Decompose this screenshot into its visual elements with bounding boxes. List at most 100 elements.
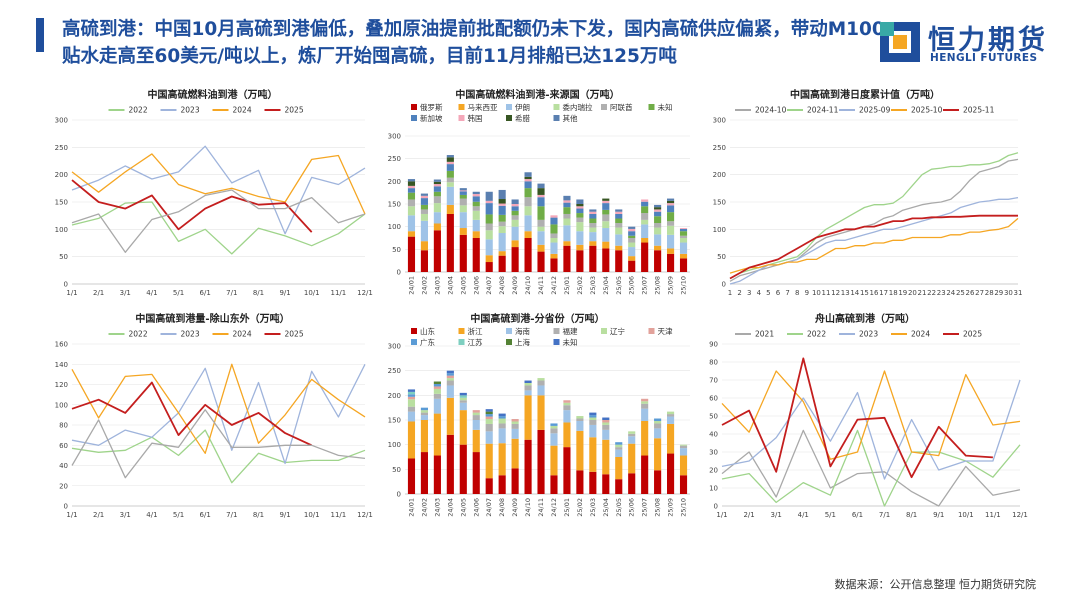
x-tick-label: 25/09 xyxy=(667,498,675,517)
bar-天津-25-04 xyxy=(602,420,610,423)
x-tick-label: 7 xyxy=(785,289,789,297)
y-tick-label: 100 xyxy=(388,441,401,449)
bar-希腊-24-01 xyxy=(407,181,416,186)
bar-伊朗-24-07 xyxy=(485,239,493,256)
bar-广东-24-03 xyxy=(433,383,441,387)
bar-新加坡-25-07 xyxy=(641,201,649,207)
bar-委内瑞拉-25-08 xyxy=(654,227,662,235)
bar-海南-24-04 xyxy=(446,385,454,398)
bar-韩国-24-02 xyxy=(420,195,428,199)
bar-俄罗斯-25-06 xyxy=(628,260,636,272)
bar-俄罗斯-24-02 xyxy=(420,250,428,272)
legend-label: 2024 xyxy=(233,330,252,339)
x-tick-label: 16 xyxy=(870,289,879,297)
legend-label: 伊朗 xyxy=(515,102,530,112)
bar-天津-24-01 xyxy=(407,396,416,400)
legend-swatch xyxy=(506,104,512,110)
series-line-2022 xyxy=(71,201,366,255)
bar-福建-24-08 xyxy=(498,423,506,429)
bar-其他-24-08 xyxy=(498,189,506,200)
legend-item-2024: 2024 xyxy=(212,106,252,115)
x-tick-label: 3/1 xyxy=(771,511,782,519)
bar-新加坡-25-05 xyxy=(615,213,623,219)
x-tick-label: 25/08 xyxy=(654,498,662,517)
bar-新加坡-25-01 xyxy=(563,202,571,208)
x-tick-label: 24/06 xyxy=(472,498,480,517)
bar-马来西亚-24-07 xyxy=(485,255,493,263)
x-tick-label: 10/1 xyxy=(304,289,320,297)
bar-其他-24-05 xyxy=(459,188,467,191)
series-line-2024 xyxy=(721,370,1021,460)
bar-伊朗-25-02 xyxy=(576,231,584,245)
bar-辽宁-24-05 xyxy=(459,397,467,401)
y-tick-label: 100 xyxy=(55,226,68,234)
bar-未知-25-03 xyxy=(589,218,597,224)
y-tick-label: 250 xyxy=(713,144,726,152)
series-line-unlabeled xyxy=(71,189,366,253)
bar-海南-24-10 xyxy=(524,390,532,396)
x-tick-label: 24/07 xyxy=(485,276,493,295)
chart-title: 中国高硫燃料油到港-来源国（万吨） xyxy=(455,88,619,101)
x-tick-label: 24/07 xyxy=(485,498,493,517)
bar-未知-24-06 xyxy=(472,201,480,207)
bar-海南-25-08 xyxy=(654,428,662,439)
bar-福建-25-05 xyxy=(615,447,623,450)
bar-浙江-25-06 xyxy=(628,443,636,474)
bar-阿联酋-25-08 xyxy=(654,223,662,228)
x-tick-label: 24/10 xyxy=(524,276,532,295)
bar-韩国-25-01 xyxy=(563,200,571,203)
bar-俄罗斯-24-09 xyxy=(511,247,519,272)
bar-马来西亚-24-11 xyxy=(537,244,545,252)
legend-item-辽宁: 辽宁 xyxy=(601,326,625,336)
bar-山东-25-09 xyxy=(667,453,675,494)
bar-未知-25-07 xyxy=(641,206,649,214)
bar-阿联酋-24-05 xyxy=(459,198,467,206)
bar-辽宁-24-10 xyxy=(524,383,532,386)
y-tick-label: 0 xyxy=(397,491,401,499)
bar-福建-24-10 xyxy=(524,385,532,391)
x-tick-label: 4/1 xyxy=(146,289,157,297)
legend-swatch xyxy=(506,328,512,334)
x-tick-label: 5/1 xyxy=(825,511,836,519)
bar-海南-25-02 xyxy=(576,420,584,431)
bar-韩国-24-09 xyxy=(511,204,519,207)
bar-马来西亚-24-10 xyxy=(524,231,532,238)
x-tick-label: 22 xyxy=(927,289,936,297)
chart-title: 中国高硫燃料油到港（万吨） xyxy=(148,88,278,101)
y-tick-label: 100 xyxy=(55,401,68,409)
bar-天津-24-09 xyxy=(511,419,519,422)
x-tick-label: 24/11 xyxy=(537,276,545,295)
bar-福建-24-01 xyxy=(407,406,416,412)
x-tick-label: 2/1 xyxy=(93,511,104,519)
legend-item-2023: 2023 xyxy=(839,330,878,339)
bar-浙江-25-04 xyxy=(602,439,610,475)
x-tick-label: 11/1 xyxy=(330,511,346,519)
bar-浙江-25-01 xyxy=(563,422,571,448)
x-tick-label: 5/1 xyxy=(173,511,184,519)
bar-福建-24-03 xyxy=(433,393,441,399)
x-tick-label: 2 xyxy=(737,289,741,297)
bar-伊朗-24-04 xyxy=(446,186,454,205)
y-tick-label: 200 xyxy=(388,178,401,186)
x-tick-label: 25/01 xyxy=(563,498,571,517)
bar-辽宁-25-09 xyxy=(667,411,675,415)
x-tick-label: 8 xyxy=(795,289,799,297)
x-tick-label: 10/1 xyxy=(304,511,320,519)
bar-委内瑞拉-24-03 xyxy=(433,203,441,213)
chart-arrivals-ex-shandong: 中国高硫到港量-除山东外（万吨） 0 20 40 60 80 100 120 140 160 202… xyxy=(50,308,375,528)
legend-label: 未知 xyxy=(563,337,578,347)
y-tick-label: 160 xyxy=(55,341,68,349)
bar-希腊-25-08 xyxy=(654,207,662,210)
bar-福建-25-06 xyxy=(628,433,636,437)
legend-swatch xyxy=(601,328,607,334)
bar-俄罗斯-24-04 xyxy=(446,213,454,272)
bar-委内瑞拉-24-02 xyxy=(420,213,428,221)
bar-阿联酋-24-07 xyxy=(485,223,493,231)
legend-item-2025: 2025 xyxy=(264,106,304,115)
bar-伊朗-25-09 xyxy=(667,234,675,249)
x-tick-label: 5 xyxy=(766,289,770,297)
bar-阿联酋-25-07 xyxy=(641,213,649,220)
bar-韩国-24-12 xyxy=(550,215,558,218)
x-tick-label: 20 xyxy=(908,289,917,297)
x-tick-label: 10/1 xyxy=(958,511,974,519)
